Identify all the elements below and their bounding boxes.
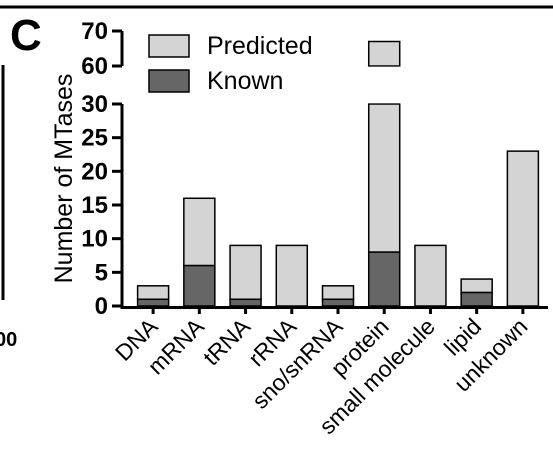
y-tick-label-30: 30 <box>81 91 108 118</box>
y-axis-title: Number of MTases <box>50 74 78 284</box>
bar-predicted-unknown <box>506 150 540 307</box>
y-tick-label-5: 5 <box>95 259 108 286</box>
legend-label-known: Known <box>207 67 283 95</box>
bar-known-trna <box>229 298 262 307</box>
bar-known-protein <box>367 251 401 307</box>
y-tick-label-20: 20 <box>81 158 108 185</box>
y-tick-label-10: 10 <box>81 226 108 253</box>
bar-predicted-lipid <box>460 278 493 294</box>
bar-predicted-trna <box>229 244 262 301</box>
bar-predicted-sno-snrna <box>321 285 355 301</box>
axis-break-gap-protein <box>366 66 402 104</box>
legend-swatch-predicted <box>148 34 190 58</box>
bar-known-lipid <box>460 291 493 307</box>
bar-predicted-mrna <box>183 197 216 267</box>
neighbour-panel-fragment: 00 <box>0 329 17 351</box>
y-tick-label-15: 15 <box>81 192 108 219</box>
bar-known-mrna <box>183 264 216 307</box>
bar-known-dna <box>136 298 170 307</box>
panel-letter: C <box>10 11 42 60</box>
bar-predicted-rrna <box>275 244 309 307</box>
legend-label-predicted: Predicted <box>207 32 313 60</box>
x-tick-label-trna: tRNA <box>198 313 256 371</box>
bar-predicted-upper-protein <box>367 40 401 67</box>
bar-predicted-small-molecule <box>414 244 447 307</box>
bar-predicted-dna <box>136 285 170 301</box>
y-tick-label-70: 70 <box>81 18 108 45</box>
y-tick-label-25: 25 <box>81 125 108 152</box>
bar-predicted-lower-protein <box>367 103 401 253</box>
bar-known-sno-snrna <box>321 298 355 307</box>
y-tick-label-0: 0 <box>95 293 108 320</box>
legend-swatch-known <box>148 69 190 93</box>
y-tick-label-60: 60 <box>81 53 108 80</box>
